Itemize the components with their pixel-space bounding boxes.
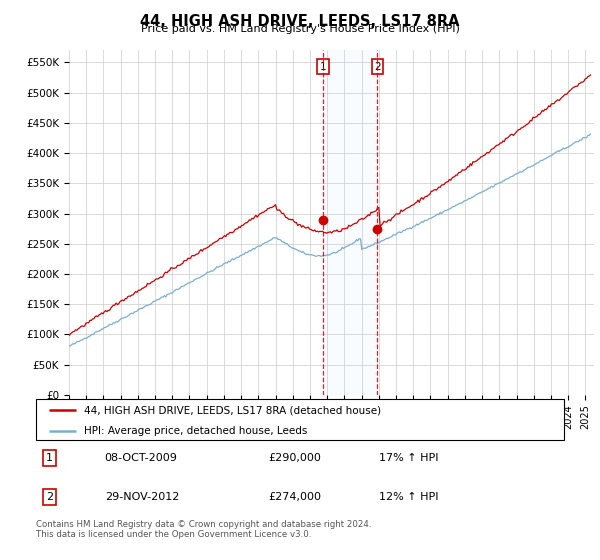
Text: 17% ↑ HPI: 17% ↑ HPI [379, 453, 439, 463]
Bar [323, 50, 377, 395]
Text: HPI: Average price, detached house, Leeds: HPI: Average price, detached house, Leed… [83, 426, 307, 436]
Text: 2: 2 [374, 62, 381, 72]
Text: 44, HIGH ASH DRIVE, LEEDS, LS17 8RA (detached house): 44, HIGH ASH DRIVE, LEEDS, LS17 8RA (det… [83, 405, 380, 415]
Text: 08-OCT-2009: 08-OCT-2009 [104, 453, 178, 463]
Text: 29-NOV-2012: 29-NOV-2012 [104, 492, 179, 502]
Text: Price paid vs. HM Land Registry's House Price Index (HPI): Price paid vs. HM Land Registry's House … [140, 24, 460, 34]
FancyBboxPatch shape [36, 399, 564, 440]
Text: 44, HIGH ASH DRIVE, LEEDS, LS17 8RA: 44, HIGH ASH DRIVE, LEEDS, LS17 8RA [140, 14, 460, 29]
Text: Contains HM Land Registry data © Crown copyright and database right 2024.
This d: Contains HM Land Registry data © Crown c… [36, 520, 371, 539]
Text: 12% ↑ HPI: 12% ↑ HPI [379, 492, 439, 502]
Text: £274,000: £274,000 [268, 492, 322, 502]
Text: £290,000: £290,000 [268, 453, 321, 463]
Text: 1: 1 [320, 62, 327, 72]
Text: 1: 1 [46, 453, 53, 463]
Text: 2: 2 [46, 492, 53, 502]
